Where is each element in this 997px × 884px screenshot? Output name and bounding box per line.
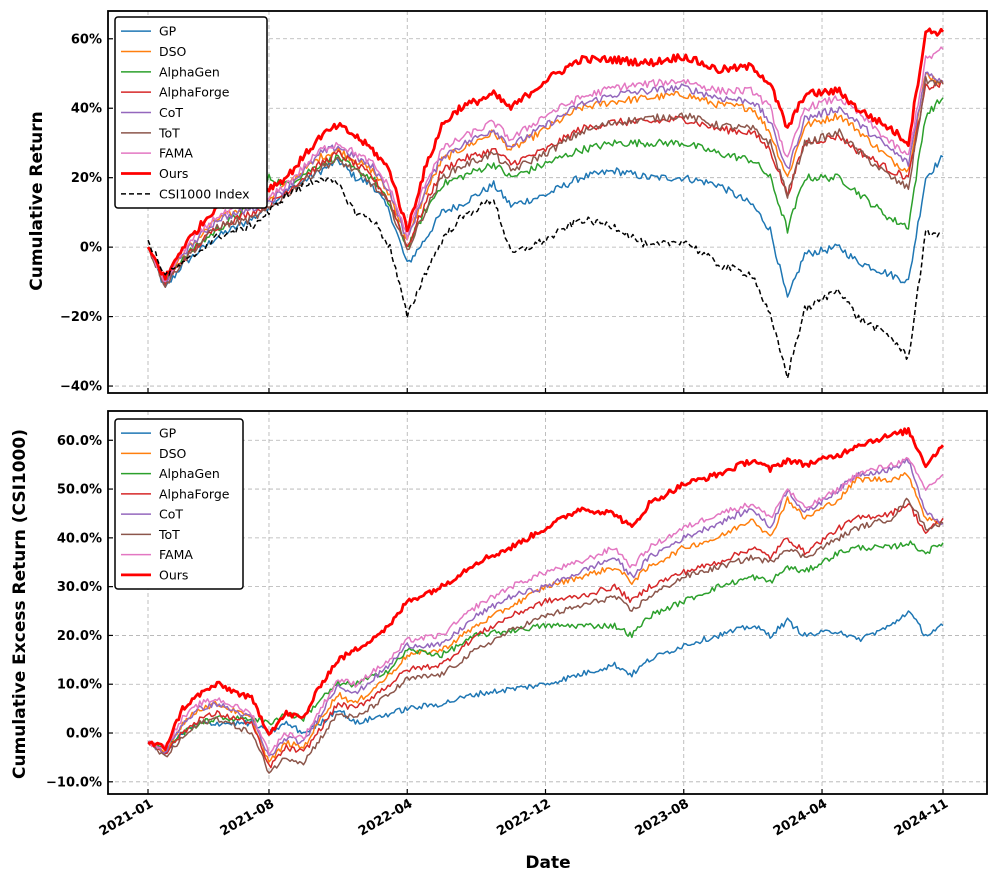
series-line-ours [147,427,945,752]
x-tick-label: 2023-08 [633,796,692,839]
x-tick-label: 2022-04 [356,796,415,839]
legend-label: Ours [159,166,188,181]
legend-box [114,16,268,209]
series-line-fama [147,46,944,283]
x-tick-label: 2024-04 [771,796,830,839]
legend-label: AlphaForge [159,85,230,100]
series-line-cot [147,71,944,283]
axes-frame [107,10,988,394]
legend-label: DSO [159,446,187,461]
y-tick-label: 60% [71,32,102,47]
legend-label: FAMA [159,146,193,161]
legend-label: DSO [159,44,187,59]
series-line-tot [147,497,944,774]
y-tick-label: 20.0% [57,629,102,644]
legend-label: AlphaGen [159,64,220,79]
y-tick-label: −10.0% [46,775,102,790]
legend-label: CoT [159,507,183,522]
legend-label: Ours [159,567,188,582]
series-line-csi1000-index [147,176,944,380]
series-line-alphagen [147,97,944,284]
cumulative-excess-return-plot: −10.0% 0.0% 10.0% 20.0% 30.0% 40.0% 50.0% 60.0%… [46,410,988,839]
x-tick-label: 2022-12 [494,796,553,839]
x-axis-label: Date [525,853,570,873]
legend: GP DSO AlphaGen AlphaForge CoT ToT FAMA Ours [114,418,244,590]
y-tick-label: 60.0% [57,434,102,449]
legend-label: AlphaForge [159,486,230,501]
y-tick-label: 10.0% [57,678,102,693]
y-tick-label: 40% [71,102,102,117]
legend-label: AlphaGen [159,466,220,481]
legend-label: CSI1000 Index [159,186,250,201]
cumulative-return-plot: −40% −20% 0% 20% 40% 60% GP DSO AlphaGen AlphaFor… [60,10,988,395]
y-tick-label: 0% [80,241,102,256]
legend-label: ToT [158,125,180,140]
x-tick-label: 2021-08 [218,796,277,839]
series-line-ours [146,27,945,281]
series-lines [147,427,945,774]
legend-label: GP [159,24,177,39]
series-line-dso [147,472,944,763]
series-line-fama [147,456,944,756]
legend-label: GP [159,426,177,441]
legend-box [114,418,244,590]
bottom-y-axis-label: Cumulative Excess Return (CSI1000) [10,429,30,779]
y-tick-label: −20% [60,310,102,325]
series-line-gp [147,610,944,755]
legend: GP DSO AlphaGen AlphaForge CoT ToT FAMA Ours CSI… [114,16,268,209]
x-tick-label: 2024-11 [892,796,951,839]
y-tick-label: −40% [60,380,102,395]
legend-label: ToT [158,527,180,542]
series-line-alphaforge [147,503,944,769]
y-tick-label: 30.0% [57,580,102,595]
top-y-axis-label: Cumulative Return [27,111,47,291]
x-tick-label: 2021-01 [97,796,156,839]
y-tick-label: 40.0% [57,531,102,546]
y-tick-label: 0.0% [66,727,102,742]
y-tick-label: 50.0% [57,483,102,498]
legend-label: CoT [159,105,183,120]
y-tick-label: 20% [71,171,102,186]
axes-frame [107,410,988,795]
legend-label: FAMA [159,547,193,562]
series-lines [146,27,945,380]
